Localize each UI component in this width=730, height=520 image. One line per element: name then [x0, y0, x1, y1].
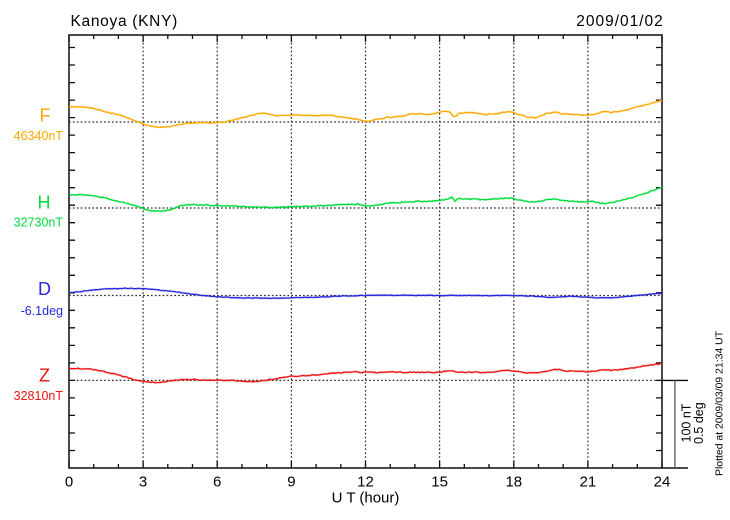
svg-text:21: 21 [580, 474, 597, 491]
svg-text:46340nT: 46340nT [14, 129, 64, 143]
svg-text:32730nT: 32730nT [14, 216, 64, 230]
svg-text:32810nT: 32810nT [14, 389, 64, 403]
svg-text:18: 18 [505, 474, 522, 491]
svg-text:3: 3 [139, 474, 147, 491]
svg-text:0: 0 [65, 474, 73, 491]
svg-text:2009/01/02: 2009/01/02 [576, 13, 664, 30]
svg-text:F: F [40, 106, 51, 126]
svg-text:6: 6 [213, 474, 221, 491]
svg-text:100 nT: 100 nT [680, 403, 694, 442]
svg-text:12: 12 [357, 474, 374, 491]
svg-text:15: 15 [431, 474, 448, 491]
svg-text:Z: Z [39, 366, 50, 386]
svg-text:D: D [38, 279, 51, 299]
svg-text:Plotted at 2009/03/09 21:34 UT: Plotted at 2009/03/09 21:34 UT [715, 330, 726, 476]
svg-text:-6.1deg: -6.1deg [21, 304, 63, 318]
svg-text:9: 9 [287, 474, 295, 491]
svg-text:H: H [38, 192, 51, 212]
svg-text:0.5 deg: 0.5 deg [692, 402, 706, 444]
svg-text:24: 24 [654, 474, 671, 491]
svg-text:U T (hour): U T (hour) [332, 489, 400, 506]
svg-text:Kanoya (KNY): Kanoya (KNY) [71, 13, 178, 30]
